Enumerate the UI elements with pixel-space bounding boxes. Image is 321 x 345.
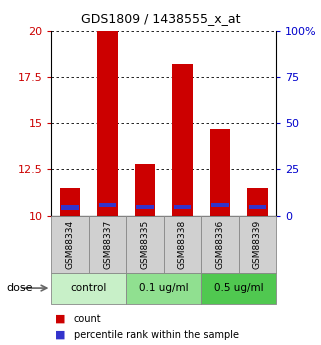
Text: ■: ■ bbox=[55, 314, 65, 324]
Bar bbox=[126, 216, 164, 273]
Text: ■: ■ bbox=[55, 330, 65, 339]
Bar bbox=[239, 216, 276, 273]
Bar bbox=[247, 188, 268, 216]
Text: dose: dose bbox=[6, 283, 33, 293]
Bar bbox=[61, 206, 79, 210]
Text: 0.5 ug/ml: 0.5 ug/ml bbox=[214, 283, 264, 293]
Bar bbox=[99, 203, 116, 207]
Text: GSM88338: GSM88338 bbox=[178, 219, 187, 269]
Bar bbox=[174, 205, 191, 209]
Text: GSM88339: GSM88339 bbox=[253, 219, 262, 269]
Bar bbox=[51, 273, 126, 304]
Text: control: control bbox=[71, 283, 107, 293]
Text: GSM88335: GSM88335 bbox=[141, 219, 150, 269]
Bar bbox=[51, 216, 89, 273]
Text: GDS1809 / 1438555_x_at: GDS1809 / 1438555_x_at bbox=[81, 12, 240, 25]
Bar bbox=[164, 216, 201, 273]
Text: GSM88334: GSM88334 bbox=[65, 219, 74, 269]
Text: GSM88336: GSM88336 bbox=[215, 219, 224, 269]
Bar bbox=[126, 273, 201, 304]
Bar bbox=[135, 164, 155, 216]
Bar bbox=[97, 31, 118, 216]
Bar bbox=[60, 188, 80, 216]
Bar bbox=[201, 216, 239, 273]
Text: percentile rank within the sample: percentile rank within the sample bbox=[74, 330, 239, 339]
Bar bbox=[201, 273, 276, 304]
Text: GSM88337: GSM88337 bbox=[103, 219, 112, 269]
Bar bbox=[248, 205, 266, 209]
Bar bbox=[89, 216, 126, 273]
Text: 0.1 ug/ml: 0.1 ug/ml bbox=[139, 283, 188, 293]
Bar bbox=[172, 64, 193, 216]
Bar bbox=[210, 129, 230, 216]
Bar bbox=[136, 205, 154, 209]
Bar bbox=[211, 203, 229, 207]
Text: count: count bbox=[74, 314, 101, 324]
